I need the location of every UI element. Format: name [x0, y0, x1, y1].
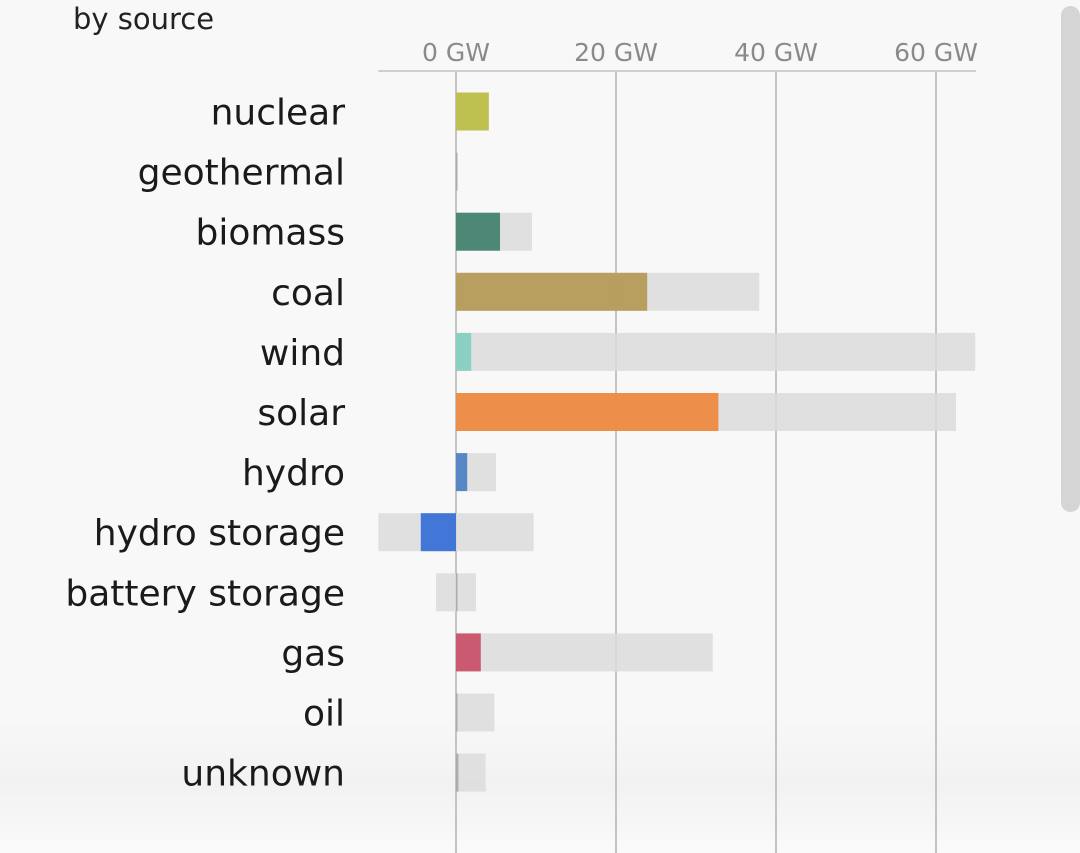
category-label: solar	[257, 393, 345, 434]
category-label: unknown	[181, 754, 345, 795]
capacity-bar	[456, 332, 976, 371]
category-label: hydro storage	[94, 513, 345, 554]
generation-bars	[420, 92, 719, 792]
generation-bar[interactable]	[456, 92, 489, 131]
generation-bar[interactable]	[456, 753, 459, 792]
chart-title: by source	[73, 2, 215, 36]
capacity-bar	[456, 753, 486, 792]
category-label: battery storage	[65, 573, 345, 614]
category-label: hydro	[242, 453, 345, 494]
axis-tick-labels: 0 GW 20 GW 40 GW 60 GW	[422, 38, 978, 67]
capacity-bar	[456, 633, 713, 672]
capacity-bar	[456, 693, 495, 732]
capacity-bars	[378, 92, 976, 792]
x-tick-label: 40 GW	[734, 38, 818, 67]
generation-bar[interactable]	[420, 513, 456, 552]
category-label: oil	[303, 694, 345, 735]
category-label: geothermal	[138, 153, 345, 194]
generation-bar[interactable]	[456, 393, 719, 431]
generation-bar[interactable]	[456, 633, 481, 672]
category-label: gas	[281, 633, 345, 674]
generation-bar[interactable]	[456, 272, 648, 311]
generation-bar[interactable]	[456, 693, 458, 732]
scrollbar[interactable]	[1061, 6, 1080, 512]
grid-layer	[455, 71, 937, 853]
generation-bar[interactable]	[456, 573, 458, 612]
generation-bar[interactable]	[456, 212, 500, 251]
generation-bar[interactable]	[456, 152, 458, 191]
generation-bar[interactable]	[456, 332, 472, 371]
category-labels: nuclear geothermal biomass coal wind solar hyd…	[65, 93, 345, 795]
x-tick-label: 0 GW	[422, 38, 490, 67]
category-label: coal	[271, 273, 345, 314]
category-label: nuclear	[211, 93, 346, 134]
category-label: wind	[260, 333, 345, 374]
x-tick-label: 60 GW	[894, 38, 978, 67]
generation-bar[interactable]	[456, 453, 468, 492]
category-label: biomass	[195, 213, 345, 254]
x-tick-label: 20 GW	[574, 38, 658, 67]
